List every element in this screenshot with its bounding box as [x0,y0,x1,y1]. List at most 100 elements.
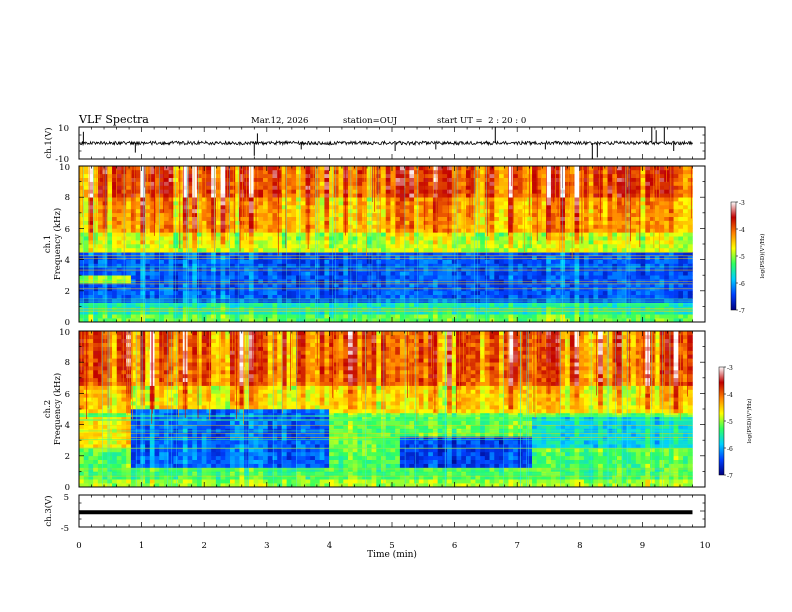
spectrogram-cell [418,267,424,272]
spectrogram-cell [362,271,368,276]
spectrogram-cell [178,173,184,178]
spectrogram-cell [324,318,330,323]
spectrogram-cell [456,302,462,307]
spectrogram-cell [300,271,306,276]
spectrogram-cell [277,197,283,202]
spectrogram-cell [414,244,420,249]
spectrogram-cell [499,205,505,210]
spectrogram-cell [654,212,660,217]
spectrogram-cell [475,177,481,182]
spectrogram-cell [451,189,457,194]
spectrogram-cell [484,236,490,241]
spectrogram-cell [451,255,457,260]
spectrogram-cell [635,212,641,217]
spectrogram-cell [560,228,566,233]
spectrogram-cell [687,251,693,256]
spectrogram-cell [159,283,165,288]
spectrogram-cell [187,290,193,295]
spectrogram-cell [414,259,420,264]
spectrogram-cell [225,244,231,249]
spectrogram-cell [319,244,325,249]
spectrogram-cell [187,197,193,202]
spectrogram-cell [583,177,589,182]
spectrogram-cell [324,283,330,288]
spectrogram-cell [281,302,287,307]
spectrogram-cell [447,212,453,217]
spectrogram-cell [508,259,514,264]
spectrogram-cell [390,314,396,319]
spectrogram-cell [324,208,330,214]
spectrogram-cell [329,240,335,245]
spectrogram-cell [654,240,660,245]
spectrogram-cell [352,232,358,237]
spectrogram-cell [631,197,637,202]
spectrogram-cell [461,263,467,268]
spectrogram-cell [598,232,604,237]
spectrogram-cell [588,310,594,315]
spectrogram-cell [248,263,254,268]
spectrogram-cell [428,201,434,206]
spectrogram-cell [532,228,538,233]
spectrogram-cell [503,201,509,206]
spectrogram-cell [513,193,519,198]
spectrogram-cell [168,212,174,217]
spectrogram-cell [267,318,273,323]
spectrogram-cell [93,267,99,272]
spectrogram-cell [588,205,594,210]
spectrogram-cell [168,224,174,229]
spectrogram-cell [112,251,118,256]
spectrogram-cell [480,212,486,217]
spectrogram-cell [343,177,349,182]
spectrogram-cell [263,275,269,280]
spectrogram-cell [107,283,113,288]
spectrogram-cell [650,189,656,194]
spectrogram-cell [154,263,160,268]
spectrogram-cell [399,197,405,202]
spectrogram-cell [319,255,325,260]
spectrogram-cell [616,275,622,280]
spectrogram-cell [687,197,693,202]
spectrogram-cell [654,310,660,315]
spectrogram-cell [527,314,533,319]
spectrogram-cell [612,244,618,249]
spectrogram-cell [395,263,401,268]
spectrogram-cell [211,193,217,198]
spectrogram-cell [201,275,207,280]
spectrogram-cell [196,216,202,221]
spectrogram-cell [437,208,443,214]
spectrogram-cell [598,224,604,229]
spectrogram-cell [527,267,533,272]
spectrogram-cell [683,251,689,256]
spectrogram-cell [239,232,245,237]
spectrogram-cell [300,212,306,217]
spectrogram-cell [319,251,325,256]
spectrogram-cell [508,201,514,206]
spectrogram-cell [206,185,212,190]
spectrogram-cell [310,244,316,249]
spectrogram-cell [484,263,490,268]
spectrogram-cell [683,310,689,315]
spectrogram-cell [494,244,500,249]
spectrogram-cell [248,185,254,190]
spectrogram-cell [187,263,193,268]
spectrogram-cell [428,263,434,268]
spectrogram-cell [263,197,269,202]
spectrogram-cell [654,185,660,190]
spectrogram-cell [522,302,528,307]
spectrogram-cell [154,275,160,280]
spectrogram-cell [116,267,122,272]
spectrogram-cell [480,251,486,256]
spectrogram-cell [187,255,193,260]
spectrogram-cell [451,216,457,221]
spectrogram-cell [683,189,689,194]
spectrogram-cell [126,212,132,217]
spectrogram-cell [196,263,202,268]
spectrogram-cell [296,244,302,249]
spectrogram-cell [215,216,221,221]
spectrogram-cell [300,185,306,190]
spectrogram-cell [650,298,656,303]
spectrogram-cell [399,314,405,319]
spectrogram-cell [616,224,622,229]
spectrogram-cell [154,294,160,299]
spectrogram-cell [536,201,542,206]
